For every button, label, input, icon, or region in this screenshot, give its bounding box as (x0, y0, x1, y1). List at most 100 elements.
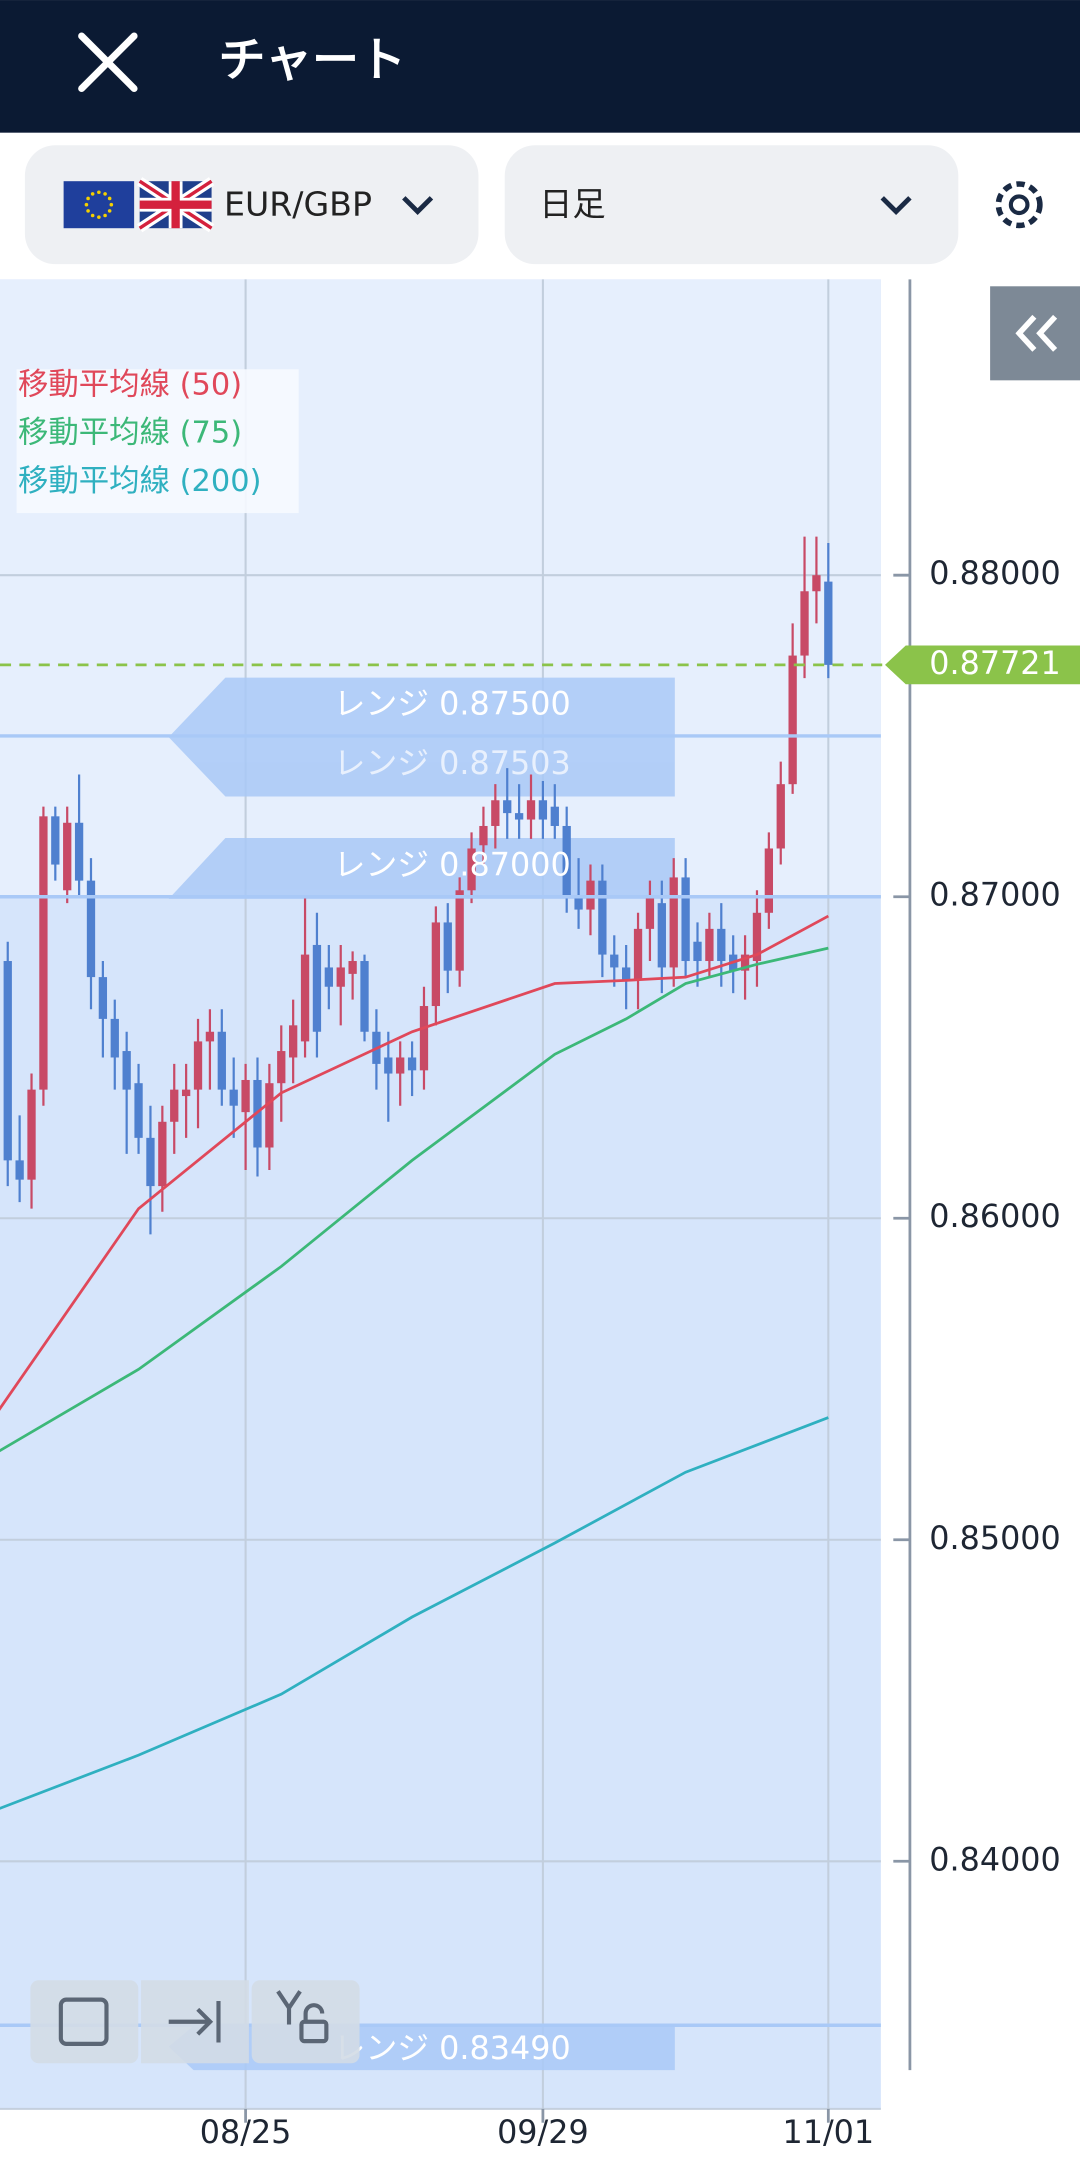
y-tick-label: 0.86000 (929, 1198, 1061, 1235)
candle-body (193, 1041, 203, 1090)
grid: 0.84000 0.85000 0.86000 0.87000 0.88000 08/25… (0, 279, 1061, 2151)
candle-body (98, 977, 108, 1019)
candle-body (574, 896, 583, 910)
candle-body (503, 800, 512, 814)
candle-body (812, 575, 821, 592)
ma-line (0, 946, 829, 1453)
candle-body (443, 922, 452, 971)
legend-entry: 移動平均線 (200) (18, 464, 261, 499)
candle-body (74, 822, 84, 881)
fullscreen-icon (58, 1997, 109, 2046)
x-tick-label: 09/29 (497, 2114, 589, 2151)
uk-flag (137, 177, 215, 233)
candle-body (598, 880, 607, 955)
plot (0, 536, 833, 1810)
candle-body (217, 1031, 226, 1090)
pair-label: EUR/GBP (224, 185, 372, 224)
legend-entry: 移動平均線 (50) (18, 367, 242, 402)
candle-body (229, 1089, 238, 1106)
candle-body (431, 922, 441, 1007)
timeframe-label: 日足 (539, 185, 605, 224)
ma-line (0, 914, 829, 1411)
candle-body (622, 967, 631, 981)
legend-entry: 移動平均線 (75) (18, 416, 242, 451)
candle-body (3, 961, 12, 1161)
candle-body (752, 912, 762, 962)
candle-body (645, 896, 655, 929)
candle-body (336, 967, 345, 987)
candle-body (633, 928, 643, 981)
candle-body (360, 961, 369, 1032)
y-tick-label: 0.84000 (929, 1841, 1061, 1878)
current-price-label: 0.87721 (929, 645, 1061, 682)
range-label: レンジ 0.87503 (334, 745, 571, 782)
candle-body (693, 941, 702, 962)
candle-body (289, 1025, 298, 1058)
candle-body (705, 928, 714, 962)
pair-selector[interactable] (24, 145, 479, 265)
candle-body (384, 1057, 393, 1074)
overlay: レンジ 0.87500 レンジ 0.87503 レンジ 0.87000 レンジ 0.8… (0, 645, 1080, 2067)
pair-chevron (402, 196, 434, 216)
candle-body (764, 848, 774, 913)
candle-body (312, 944, 322, 1032)
legend-box (16, 369, 299, 514)
current-price-tag (885, 645, 1080, 685)
candle-body (146, 1137, 155, 1187)
candle-body (86, 880, 96, 978)
eu-flag (63, 181, 135, 229)
candle-body (170, 1089, 179, 1122)
x-tick-label: 11/01 (783, 2114, 875, 2151)
candle-body (669, 877, 678, 968)
candle-body (526, 800, 536, 820)
candle-body (122, 1051, 131, 1090)
candle-body (396, 1057, 405, 1074)
y-tick-label: 0.85000 (929, 1520, 1061, 1557)
legend: 移動平均線 (50) 移動平均線 (75) 移動平均線 (200) (18, 367, 261, 499)
candle-body (277, 1051, 286, 1084)
candle-body (39, 816, 48, 1090)
candle-body (681, 877, 690, 962)
candle-body (538, 800, 548, 820)
candle-body (27, 1089, 36, 1180)
header-title: チャート (218, 33, 406, 88)
candle-body (514, 813, 524, 820)
candle-body (407, 1057, 417, 1071)
x-tick-label: 08/25 (200, 2114, 292, 2151)
candle-body (265, 1083, 274, 1148)
candle-body (241, 1079, 250, 1113)
candle-body (550, 806, 559, 826)
candle-body (51, 816, 60, 865)
collapse-button[interactable] (990, 286, 1080, 381)
candle-body (824, 581, 833, 665)
candle-body (63, 822, 72, 891)
candle-body (491, 800, 500, 826)
candle-body (134, 1083, 143, 1138)
candle-body (740, 954, 750, 971)
candle-body (110, 1018, 119, 1058)
range-banner (168, 838, 675, 899)
candle-body (467, 848, 476, 891)
candle-body (800, 591, 809, 656)
candle-body (479, 825, 488, 846)
candle-body (776, 784, 785, 849)
close-button[interactable] (78, 32, 138, 93)
settings-button[interactable] (995, 181, 1043, 229)
range-label: レンジ 0.87500 (334, 686, 571, 723)
candle-body (788, 655, 797, 785)
candle-body (181, 1089, 191, 1097)
scroll-end-icon (168, 2001, 221, 2043)
y-lock-icon (276, 1990, 329, 2044)
candle-body (158, 1121, 167, 1187)
candle-body (717, 928, 726, 962)
fullscreen-button[interactable] (30, 1980, 139, 2064)
range-label: レンジ 0.87000 (334, 846, 571, 883)
timeframe-selector[interactable] (504, 145, 959, 265)
candle-body (610, 954, 619, 968)
range-label: レンジ 0.83490 (334, 2030, 571, 2067)
ma-line (0, 1416, 829, 1810)
timeframe-chevron (880, 196, 912, 216)
chart-tools (30, 1980, 360, 2064)
